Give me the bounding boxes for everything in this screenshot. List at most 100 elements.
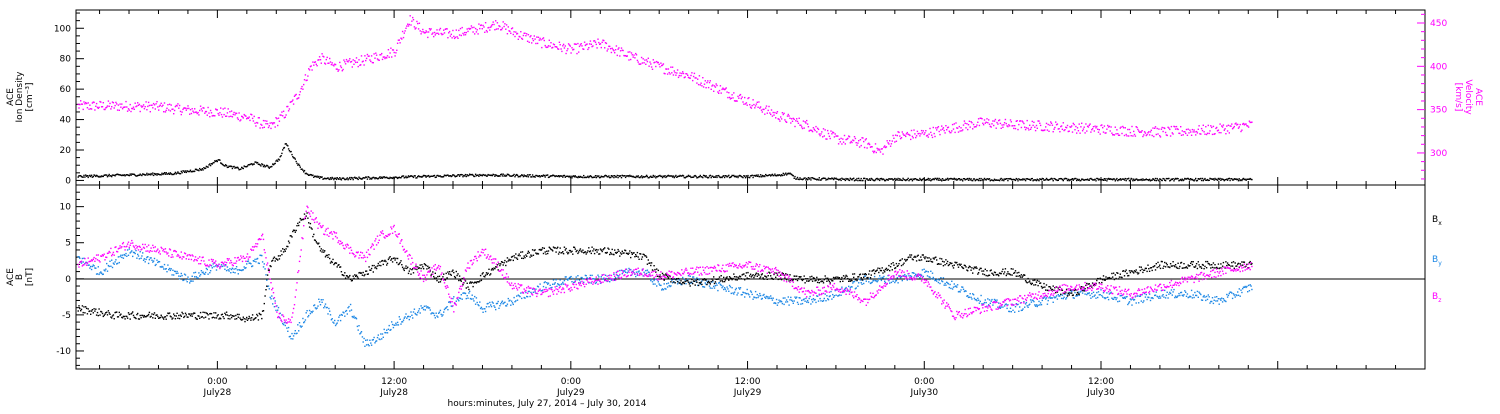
bx-point xyxy=(394,257,395,258)
bx-point xyxy=(113,314,114,315)
bx-point xyxy=(327,255,328,256)
velocity-point xyxy=(645,64,646,65)
density-point xyxy=(468,175,469,176)
velocity-point xyxy=(408,25,409,26)
velocity-point xyxy=(166,108,167,109)
density-point xyxy=(962,180,963,181)
density-point xyxy=(897,178,898,179)
by-point xyxy=(970,297,971,298)
velocity-point xyxy=(388,49,389,50)
velocity-point xyxy=(957,128,958,129)
by-point xyxy=(1079,295,1080,296)
by-point xyxy=(124,255,125,256)
velocity-point xyxy=(565,45,566,46)
velocity-point xyxy=(1238,128,1239,129)
bx-point xyxy=(280,250,281,251)
bx-point xyxy=(324,250,325,251)
by-point xyxy=(277,310,278,311)
velocity-point xyxy=(119,103,120,104)
density-point xyxy=(151,174,152,175)
density-point xyxy=(254,163,255,164)
density-point xyxy=(205,168,206,169)
velocity-point xyxy=(716,85,717,86)
bx-point xyxy=(186,314,187,315)
density-point xyxy=(202,168,203,169)
by-point xyxy=(677,283,678,284)
velocity-point xyxy=(554,44,555,45)
velocity-point xyxy=(923,134,924,135)
velocity-point xyxy=(519,36,520,37)
by-point xyxy=(1183,295,1184,296)
velocity-point xyxy=(181,111,182,112)
velocity-point xyxy=(157,106,158,107)
by-point xyxy=(601,276,602,277)
velocity-point xyxy=(1159,135,1160,136)
velocity-point xyxy=(942,129,943,130)
by-point xyxy=(489,302,490,303)
by-point xyxy=(857,286,858,287)
by-point xyxy=(804,301,805,302)
velocity-point xyxy=(966,123,967,124)
velocity-point xyxy=(719,90,720,91)
velocity-point xyxy=(800,125,801,126)
bx-point xyxy=(287,246,288,247)
by-point xyxy=(149,259,150,260)
by-point xyxy=(185,274,186,275)
by-point xyxy=(969,297,970,298)
velocity-point xyxy=(348,60,349,61)
velocity-point xyxy=(1231,123,1232,124)
by-point xyxy=(927,275,928,276)
by-point xyxy=(628,270,629,271)
velocity-point xyxy=(1230,126,1231,127)
density-point xyxy=(661,176,662,177)
velocity-point xyxy=(1240,131,1241,132)
by-point xyxy=(456,301,457,302)
density-point xyxy=(641,175,642,176)
bx-point xyxy=(386,264,387,265)
velocity-point xyxy=(726,91,727,92)
velocity-point xyxy=(663,63,664,64)
density-point xyxy=(1194,179,1195,180)
velocity-point xyxy=(830,138,831,139)
by-point xyxy=(825,300,826,301)
velocity-point xyxy=(1086,130,1087,131)
density-point xyxy=(280,155,281,156)
bx-point xyxy=(490,273,491,274)
velocity-point xyxy=(583,49,584,50)
by-point xyxy=(757,294,758,295)
by-point xyxy=(652,281,653,282)
by-point xyxy=(129,248,130,249)
velocity-point xyxy=(444,32,445,33)
by-point xyxy=(735,289,736,290)
density-point xyxy=(281,153,282,154)
by-point xyxy=(1164,290,1165,291)
velocity-point xyxy=(412,17,413,18)
velocity-point xyxy=(374,58,375,59)
velocity-point xyxy=(591,44,592,45)
velocity-point xyxy=(813,127,814,128)
velocity-point xyxy=(196,111,197,112)
velocity-point xyxy=(834,136,835,137)
by-point xyxy=(1084,293,1085,294)
bx-point xyxy=(190,315,191,316)
velocity-point xyxy=(890,146,891,147)
density-point xyxy=(247,165,248,166)
velocity-point xyxy=(439,29,440,30)
by-point xyxy=(563,283,564,284)
density-point xyxy=(1125,178,1126,179)
bx-point xyxy=(373,271,374,272)
velocity-point xyxy=(635,53,636,54)
by-point xyxy=(268,285,269,286)
velocity-point xyxy=(906,133,907,134)
by-point xyxy=(215,265,216,266)
by-point xyxy=(524,297,525,298)
velocity-point xyxy=(254,116,255,117)
velocity-point xyxy=(109,106,110,107)
by-point xyxy=(873,280,874,281)
velocity-point xyxy=(472,27,473,28)
bx-point xyxy=(239,317,240,318)
velocity-point xyxy=(168,109,169,110)
by-point xyxy=(442,314,443,315)
by-point xyxy=(865,275,866,276)
by-point xyxy=(298,330,299,331)
